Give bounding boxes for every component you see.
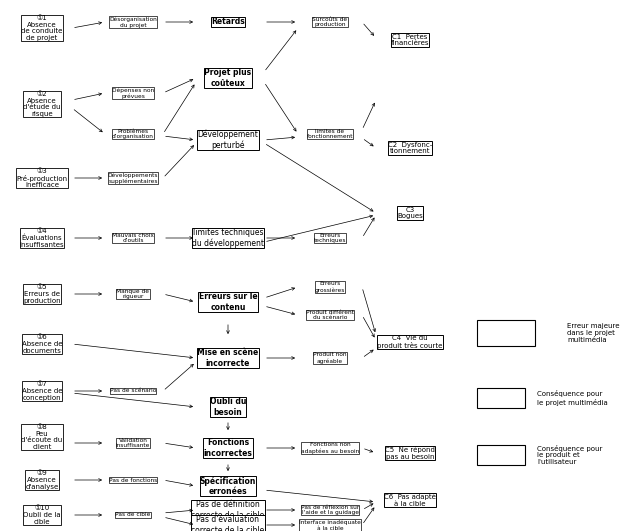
Text: Développements
supplémentaires: Développements supplémentaires <box>108 172 158 184</box>
Text: Conséquence pour
le produit et
l'utilisateur: Conséquence pour le produit et l'utilisa… <box>537 444 602 466</box>
Text: C2  Dysfonc-
tionnement: C2 Dysfonc- tionnement <box>388 142 432 155</box>
Text: Pas de définition
correcte de la cible: Pas de définition correcte de la cible <box>192 501 265 519</box>
Text: Conséquence pour
le projet multimédia: Conséquence pour le projet multimédia <box>537 390 608 406</box>
Text: Mauvais choix
d'outils: Mauvais choix d'outils <box>112 233 154 243</box>
Text: Développement
perturbé: Développement perturbé <box>198 130 258 150</box>
Text: Validation
insuffisante: Validation insuffisante <box>116 438 150 448</box>
Text: Projet plus
coûteux: Projet plus coûteux <box>205 68 251 88</box>
Text: ①6
Absence de
documents: ①6 Absence de documents <box>22 334 62 354</box>
Text: Pas de réflexion sur
l'aide et la guidage: Pas de réflexion sur l'aide et la guidag… <box>301 504 359 515</box>
Text: Pas de cible: Pas de cible <box>115 512 151 518</box>
Text: Produit différent
du scénario: Produit différent du scénario <box>306 310 354 320</box>
Text: ①5
Erreurs de
production: ①5 Erreurs de production <box>23 284 61 304</box>
Text: Mise en scène
incorrecte: Mise en scène incorrecte <box>197 348 259 367</box>
Text: ①9
Absence
d'analyse: ①9 Absence d'analyse <box>25 470 59 490</box>
Text: Erreurs
techniques: Erreurs techniques <box>314 233 347 243</box>
Text: C1  Pertes
financières: C1 Pertes financières <box>391 33 429 46</box>
Text: Fonctions
incorrectes: Fonctions incorrectes <box>203 439 253 458</box>
Text: Désorganisation
du projet: Désorganisation du projet <box>109 16 157 28</box>
Text: Erreurs sur le
contenu: Erreurs sur le contenu <box>198 293 257 312</box>
Text: Spécification
erronées: Spécification erronées <box>200 476 256 496</box>
Text: ①3
Pré-production
inefficace: ①3 Pré-production inefficace <box>16 168 67 189</box>
Text: C3
Bogues: C3 Bogues <box>397 207 423 219</box>
Text: ①10
Oubli de la
cible: ①10 Oubli de la cible <box>23 506 61 525</box>
Text: Interface inadéquate
à la cible: Interface inadéquate à la cible <box>299 519 361 530</box>
Text: Produit non
agréable: Produit non agréable <box>313 353 347 364</box>
Text: Fonctions non
adaptées au besoin: Fonctions non adaptées au besoin <box>301 442 359 453</box>
Text: limites de
fonctionnement: limites de fonctionnement <box>307 129 353 139</box>
Text: Erreur majeure
dans le projet
multimédia: Erreur majeure dans le projet multimédia <box>567 323 619 343</box>
Bar <box>477 320 535 346</box>
Text: Problèmes
d'organisation: Problèmes d'organisation <box>112 129 154 139</box>
Text: Dépenses non
prévues: Dépenses non prévues <box>112 87 154 99</box>
Text: C5  Ne répond
pas au besoin: C5 Ne répond pas au besoin <box>385 446 435 460</box>
Text: Pas de fonctions: Pas de fonctions <box>109 477 157 483</box>
Bar <box>477 445 525 465</box>
Text: ①1
Absence
de conduite
de projet: ①1 Absence de conduite de projet <box>21 15 63 41</box>
Text: Surcoûts de
production: Surcoûts de production <box>312 16 348 27</box>
Text: Pas de scénario: Pas de scénario <box>110 389 156 393</box>
Text: ①7
Absence de
conception: ①7 Absence de conception <box>22 381 62 401</box>
Text: C6  Pas adapté
à la cible: C6 Pas adapté à la cible <box>384 493 436 507</box>
Text: ①4
Évaluations
insuffisantes: ①4 Évaluations insuffisantes <box>20 228 64 248</box>
Text: ①2
Absence
d'étude du
risque: ①2 Absence d'étude du risque <box>23 91 60 117</box>
Text: Retards: Retards <box>211 18 245 27</box>
Text: Erreurs
grossières: Erreurs grossières <box>315 281 345 293</box>
Text: limites techniques
du développement: limites techniques du développement <box>192 228 264 248</box>
Text: C4  Vie du
produit très courte: C4 Vie du produit très courte <box>377 335 443 349</box>
Bar <box>477 388 525 408</box>
Text: ①8
Peu
d'écoute du
client: ①8 Peu d'écoute du client <box>21 424 62 450</box>
Text: Pas d'évaluation
correcte de la cible: Pas d'évaluation correcte de la cible <box>192 516 265 531</box>
Text: Manque de
rigueur: Manque de rigueur <box>117 289 149 299</box>
Text: Oubli du
besoin: Oubli du besoin <box>210 398 246 416</box>
